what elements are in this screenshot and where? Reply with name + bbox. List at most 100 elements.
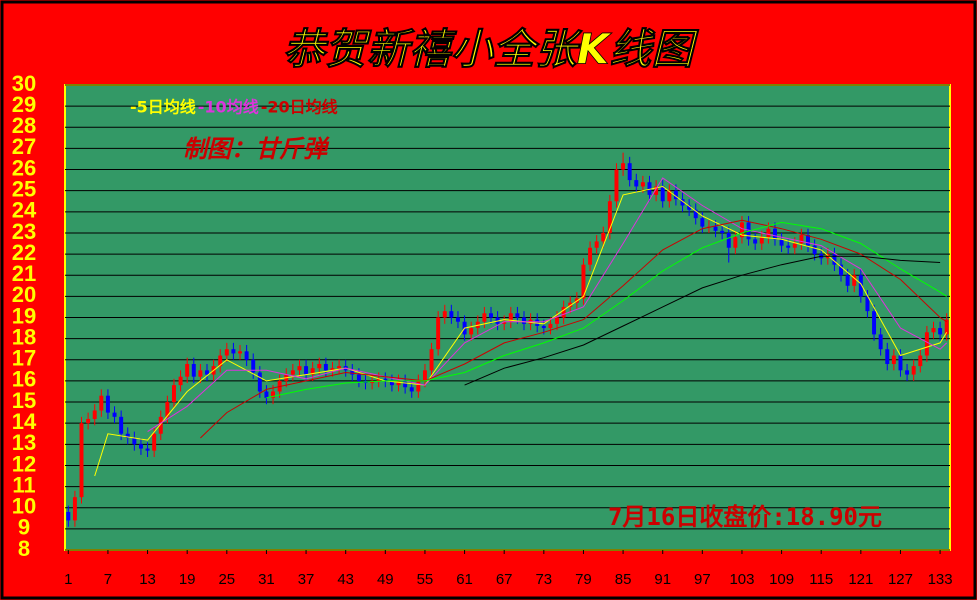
- x-tick-label: 85: [615, 571, 632, 588]
- x-tick-label: 109: [769, 571, 794, 588]
- x-tick-label: 127: [888, 571, 913, 588]
- candle-body: [409, 387, 414, 392]
- x-tick-label: 1: [64, 571, 72, 588]
- candle-body: [720, 230, 725, 233]
- candle-body: [317, 364, 322, 369]
- candle-body: [310, 368, 315, 375]
- ma-line: [200, 219, 947, 439]
- x-tick-label: 73: [535, 571, 552, 588]
- candle-body: [852, 275, 857, 286]
- y-tick-label: 28: [12, 113, 36, 138]
- y-tick-label: 23: [12, 219, 36, 244]
- candle-body: [541, 325, 546, 329]
- legend-entry: -5日均线: [130, 98, 196, 117]
- candle-body: [858, 275, 863, 297]
- candle-body: [601, 232, 606, 242]
- x-tick-label: 121: [848, 571, 873, 588]
- candle-body: [185, 364, 190, 377]
- x-tick-label: 133: [928, 571, 953, 588]
- x-tick-label: 61: [456, 571, 473, 588]
- candle-body: [548, 323, 553, 329]
- candle-body: [297, 366, 302, 371]
- candle-body: [72, 497, 77, 521]
- candle-body: [198, 370, 203, 377]
- x-tick-label: 91: [654, 571, 671, 588]
- candle-body: [396, 380, 401, 386]
- legend-entry: -20日均线: [261, 98, 338, 117]
- candle-body: [231, 349, 236, 354]
- candle-body: [845, 275, 850, 286]
- y-tick-label: 12: [12, 451, 36, 476]
- candle-body: [898, 355, 903, 371]
- candle-body: [839, 264, 844, 276]
- candle-body: [79, 423, 84, 498]
- y-tick-label: 11: [12, 472, 35, 497]
- candle-body: [376, 378, 381, 381]
- candle-body: [489, 313, 493, 318]
- candle-body: [508, 313, 513, 322]
- candle-body: [878, 334, 883, 350]
- candle-body: [251, 359, 256, 373]
- ma-line: [147, 177, 948, 433]
- candle-body: [713, 226, 718, 231]
- candle-body: [905, 370, 910, 375]
- candle-body: [469, 328, 474, 335]
- candle-body: [422, 370, 427, 381]
- candle-body: [634, 180, 639, 187]
- candle-body: [588, 247, 593, 265]
- ma-line: [266, 221, 947, 399]
- y-tick-label: 22: [12, 240, 36, 265]
- candle-body: [621, 163, 626, 170]
- candle-body: [766, 228, 771, 238]
- candle-body: [522, 317, 526, 324]
- candle-body: [568, 302, 573, 307]
- y-tick-label: 29: [12, 92, 36, 117]
- candle-body: [687, 205, 692, 210]
- candle-body: [304, 366, 309, 375]
- candle-body: [152, 433, 157, 451]
- candle-body: [165, 402, 170, 417]
- candle-body: [264, 391, 269, 398]
- candle-body: [416, 380, 421, 392]
- y-tick-label: 13: [12, 430, 36, 455]
- candle-body: [640, 182, 645, 187]
- x-tick-label: 37: [298, 571, 315, 588]
- candle-body: [502, 321, 507, 324]
- x-tick-label: 67: [496, 571, 513, 588]
- chart-title: 恭贺新禧小全张K线图: [283, 25, 700, 74]
- y-tick-label: 9: [18, 515, 30, 540]
- candle-body: [92, 410, 97, 419]
- y-tick-label: 10: [12, 494, 36, 519]
- y-tick-label: 8: [18, 536, 30, 561]
- candle-body: [171, 385, 176, 403]
- candle-body: [799, 235, 804, 244]
- candle-body: [389, 380, 394, 386]
- candle-body: [178, 376, 183, 386]
- y-tick-label: 27: [12, 134, 36, 159]
- candle-body: [700, 218, 705, 227]
- y-tick-label: 30: [12, 71, 36, 96]
- candle-body: [891, 355, 896, 364]
- candle-body: [660, 186, 665, 202]
- candle-body: [205, 370, 209, 375]
- candle-body: [99, 395, 104, 411]
- candle-body: [753, 239, 758, 244]
- candle-body: [224, 349, 229, 356]
- candle-body: [581, 264, 586, 299]
- y-tick-label: 18: [12, 324, 36, 349]
- y-tick-label: 21: [12, 261, 36, 286]
- candle-body: [290, 370, 295, 375]
- candle-body: [350, 370, 355, 375]
- candle-body: [238, 351, 242, 354]
- candle-body: [673, 190, 678, 200]
- candle-body: [138, 444, 143, 449]
- grid: [65, 84, 950, 554]
- candle-body: [383, 378, 388, 381]
- candle-body: [931, 328, 936, 333]
- candle-body: [191, 364, 196, 377]
- candle-body: [693, 209, 698, 219]
- candle-body: [739, 222, 744, 238]
- x-tick-label: 7: [104, 571, 112, 588]
- x-tick-label: 49: [377, 571, 394, 588]
- candle-body: [561, 306, 566, 318]
